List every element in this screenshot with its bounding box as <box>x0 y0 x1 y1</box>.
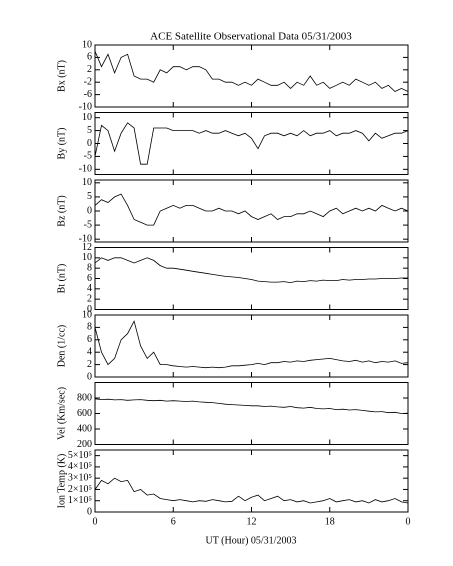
data-line <box>94 193 409 226</box>
x-axis-label: UT (Hour) 05/31/2003 <box>206 535 297 546</box>
data-line <box>94 320 409 369</box>
y-tick-label: 1×10⁵ <box>68 495 92 506</box>
y-tick-label: 0 <box>87 371 92 382</box>
y-axis-label: Bt (nT) <box>56 264 67 294</box>
y-tick-label: 6 <box>87 52 92 63</box>
y-tick-label: 4 <box>87 283 92 294</box>
y-tick-label: 600 <box>77 408 92 419</box>
y-tick-label: 8 <box>87 322 92 333</box>
y-tick-label: 3×10⁵ <box>68 472 92 483</box>
y-tick-label: -10 <box>79 164 92 175</box>
y-tick-label: 10 <box>82 177 92 188</box>
y-tick-label: 800 <box>77 392 92 403</box>
chart-title: ACE Satellite Observational Data 05/31/2… <box>150 31 352 43</box>
data-line <box>94 477 409 504</box>
y-tick-label: -10 <box>79 233 92 244</box>
y-tick-label: 2 <box>87 293 92 304</box>
y-axis-label: Vel (Km/sec) <box>56 387 67 440</box>
y-tick-label: 4×10⁵ <box>68 461 92 472</box>
y-tick-label: 200 <box>77 439 92 450</box>
y-tick-label: 8 <box>87 262 92 273</box>
y-tick-label: 10 <box>82 112 92 123</box>
x-tick-label: 12 <box>247 516 257 527</box>
y-tick-label: 6 <box>87 273 92 284</box>
y-tick-label: -5 <box>84 151 92 162</box>
x-tick-label: 6 <box>171 516 176 527</box>
y-tick-label: 10 <box>82 309 92 320</box>
y-tick-label: 2 <box>87 64 92 75</box>
y-tick-label: 0 <box>87 138 92 149</box>
y-axis-label: Den (1/cc) <box>56 325 67 367</box>
y-axis-label: By (nT) <box>56 128 67 160</box>
y-tick-label: 5 <box>87 125 92 136</box>
x-tick-label: 18 <box>325 516 335 527</box>
y-tick-label: 6 <box>87 334 92 345</box>
y-tick-label: 0 <box>87 506 92 517</box>
x-tick-label: 0 <box>406 516 411 527</box>
y-tick-label: -6 <box>84 89 92 100</box>
y-tick-label: 0 <box>87 304 92 315</box>
y-tick-label: 10 <box>82 39 92 50</box>
y-tick-label: 5 <box>87 191 92 202</box>
y-tick-label: 400 <box>77 423 92 434</box>
y-axis-label: Bx (nT) <box>56 60 67 92</box>
x-tick-label: 0 <box>93 516 98 527</box>
y-tick-label: 2 <box>87 359 92 370</box>
y-tick-label: 4 <box>87 346 92 357</box>
y-tick-label: 5×10⁵ <box>68 450 92 461</box>
y-tick-label: 10 <box>82 252 92 263</box>
data-line <box>94 51 409 92</box>
y-axis-label: Ion Temp (K) <box>56 454 67 509</box>
y-tick-label: -10 <box>79 101 92 112</box>
y-tick-label: -5 <box>84 219 92 230</box>
data-line <box>94 398 409 414</box>
y-axis-label: Bz (nT) <box>56 195 67 226</box>
y-tick-label: 2×10⁵ <box>68 484 92 495</box>
data-line <box>94 257 408 284</box>
data-line <box>94 122 409 165</box>
y-tick-label: 0 <box>87 205 92 216</box>
y-tick-label: 12 <box>82 242 92 253</box>
y-tick-label: -2 <box>84 76 92 87</box>
